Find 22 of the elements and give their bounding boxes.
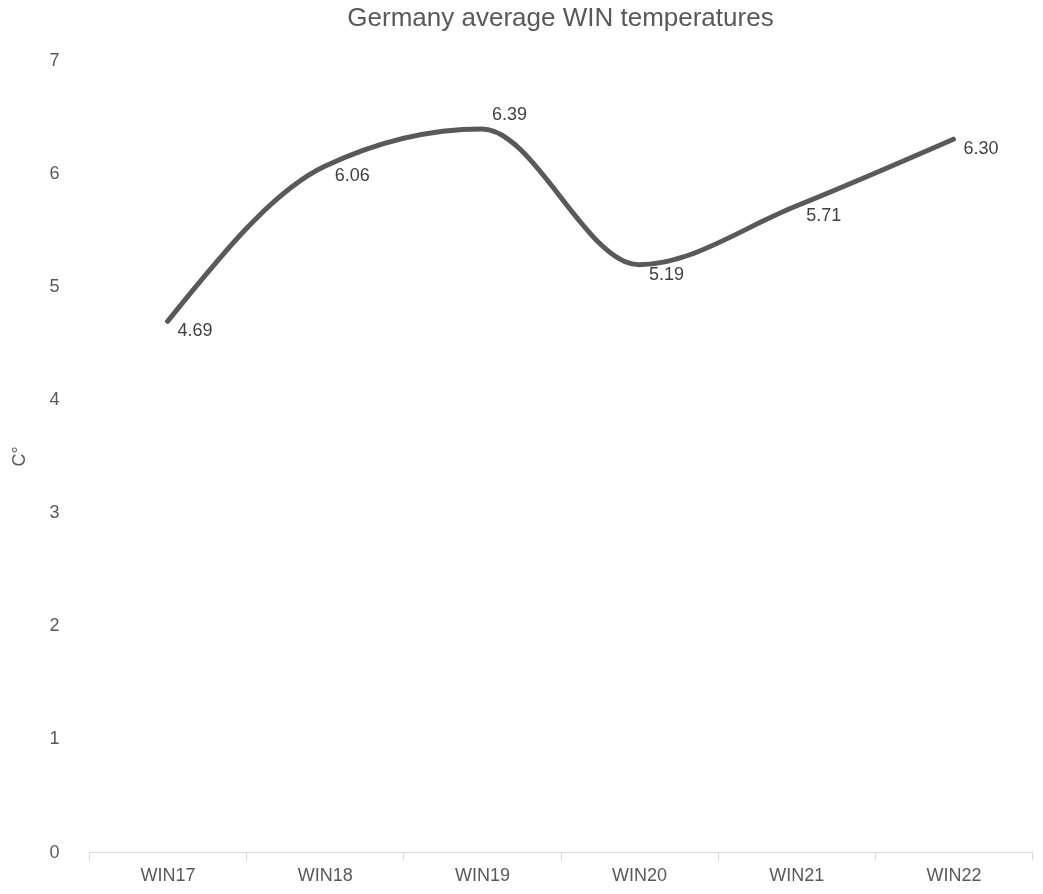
y-tick-label: 6 xyxy=(49,162,60,183)
data-label: 6.39 xyxy=(491,104,527,125)
data-label: 5.71 xyxy=(806,204,842,225)
x-tick-label: WIN22 xyxy=(926,864,982,885)
y-axis-title: C° xyxy=(9,446,30,467)
x-tick-label: WIN20 xyxy=(612,864,668,885)
y-tick-label: 7 xyxy=(49,49,60,70)
data-label: 6.06 xyxy=(334,165,370,186)
y-tick-label: 2 xyxy=(49,615,60,636)
chart-title: Germany average WIN temperatures xyxy=(347,2,774,32)
y-tick-label: 0 xyxy=(49,841,60,862)
y-tick-label: 5 xyxy=(49,275,60,296)
x-tick-label: WIN19 xyxy=(454,864,510,885)
x-tick-label: WIN17 xyxy=(140,864,196,885)
x-tick-label: WIN21 xyxy=(769,864,825,885)
data-label: 5.19 xyxy=(649,263,685,284)
data-label: 4.69 xyxy=(177,320,213,341)
x-tick-label: WIN18 xyxy=(297,864,353,885)
y-tick-label: 1 xyxy=(49,728,60,749)
y-tick-label: 3 xyxy=(49,502,60,523)
y-tick-label: 4 xyxy=(49,388,60,409)
data-label: 6.30 xyxy=(963,138,999,159)
